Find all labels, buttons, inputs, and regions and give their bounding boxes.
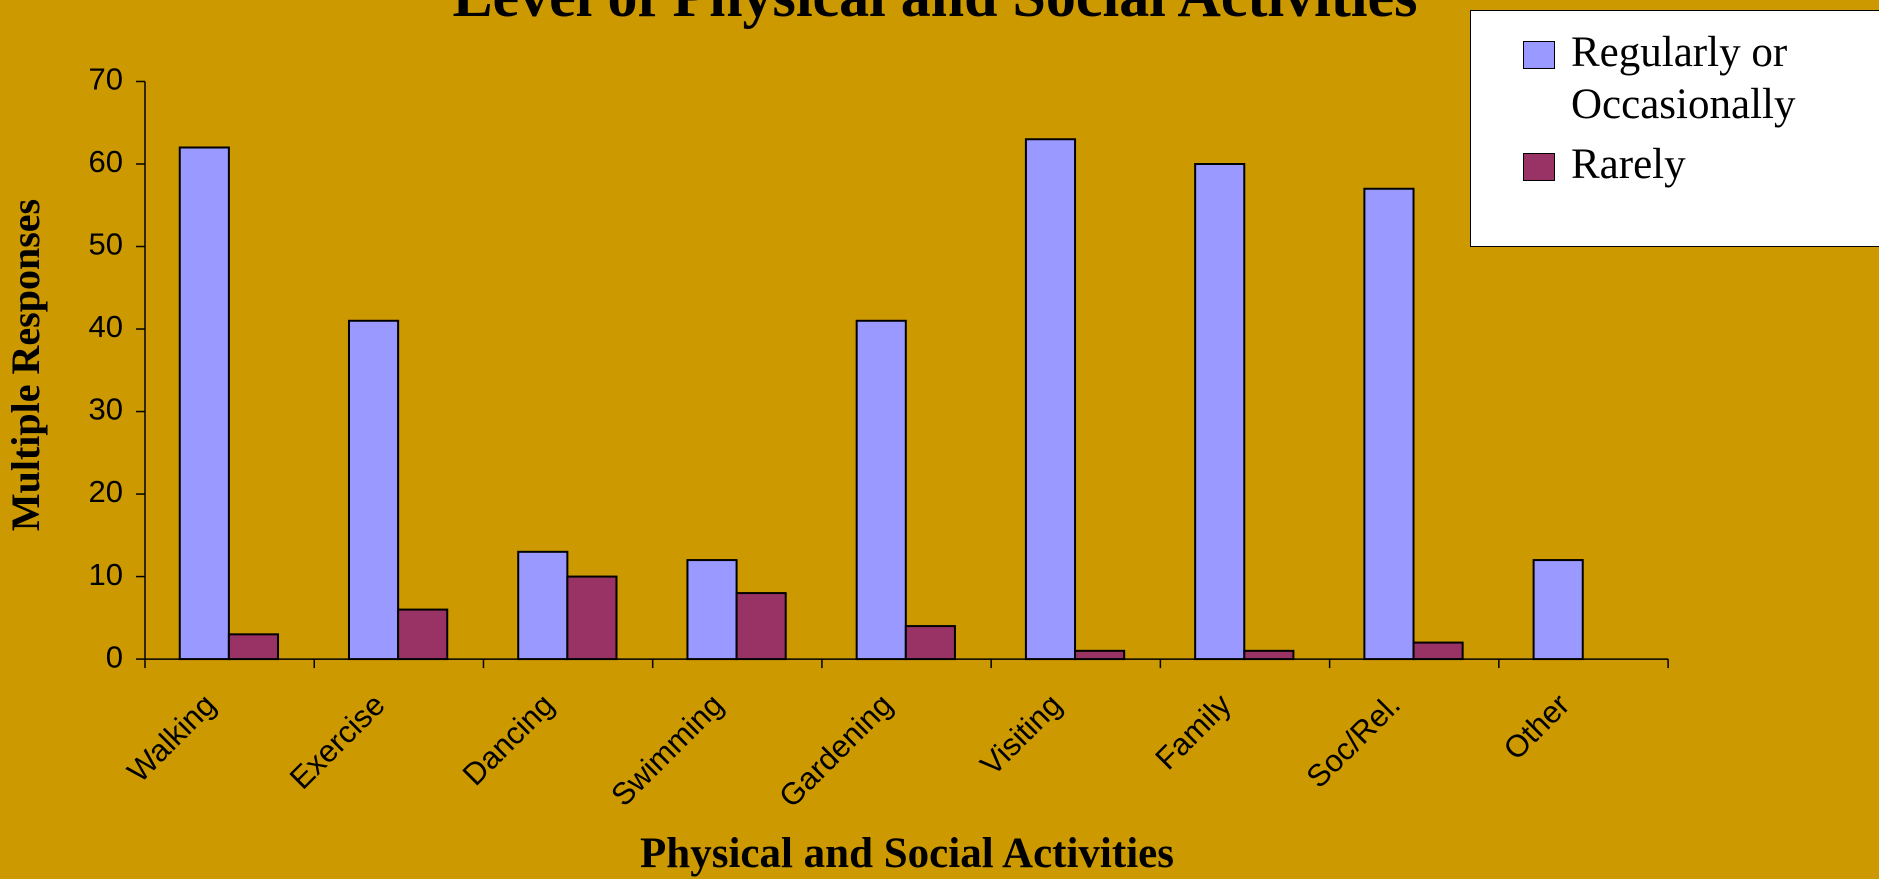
y-tick-label: 60: [89, 144, 123, 179]
bar: [1412, 641, 1464, 661]
bar: [566, 575, 618, 661]
x-tick-label: Exercise: [283, 687, 392, 796]
bar: [1024, 138, 1077, 661]
bar: [1532, 559, 1584, 661]
chart-title: Level of Physical and Social Activities: [453, 0, 1418, 29]
legend-swatch: [1523, 41, 1555, 69]
bar: [517, 550, 569, 661]
x-tick-label: Visiting: [974, 687, 1069, 782]
x-axis-title: Physical and Social Activities: [640, 830, 1174, 877]
legend-swatch: [1523, 153, 1555, 181]
x-tick-label: Soc/Rel.: [1299, 687, 1407, 795]
bar: [178, 146, 230, 661]
x-tick-label: Other: [1497, 687, 1577, 767]
y-tick-label: 40: [89, 309, 123, 344]
bar: [1074, 649, 1126, 661]
y-tick-label: 0: [106, 639, 123, 674]
y-tick-label: 70: [89, 62, 123, 97]
bar: [904, 625, 956, 661]
x-tick-label: Gardening: [772, 687, 899, 814]
legend-entry: Regularly or Occasionally: [1523, 27, 1861, 131]
y-axis-title: Multiple Responses: [3, 199, 48, 531]
y-tick-label: 30: [89, 392, 123, 427]
x-tick-label: Swimming: [604, 687, 730, 813]
bar: [1194, 163, 1246, 661]
bar: [347, 319, 400, 661]
bar: [1243, 649, 1295, 661]
y-tick-label: 10: [89, 557, 123, 592]
bar: [686, 559, 738, 661]
x-tick-label: Dancing: [456, 687, 561, 792]
bar: [397, 608, 449, 661]
legend: Regularly or Occasionally Rarely: [1470, 10, 1879, 247]
bar: [855, 319, 907, 661]
x-tick-label: Family: [1148, 687, 1238, 777]
bar: [735, 592, 787, 661]
x-tick-label: Walking: [120, 687, 222, 789]
legend-label: Regularly or Occasionally: [1571, 29, 1796, 128]
legend-entry: Rarely: [1523, 139, 1861, 191]
legend-label: Rarely: [1571, 141, 1686, 188]
bar: [227, 633, 280, 661]
bar: [1363, 187, 1415, 661]
y-tick-label: 50: [89, 227, 123, 262]
y-tick-label: 20: [89, 474, 123, 509]
